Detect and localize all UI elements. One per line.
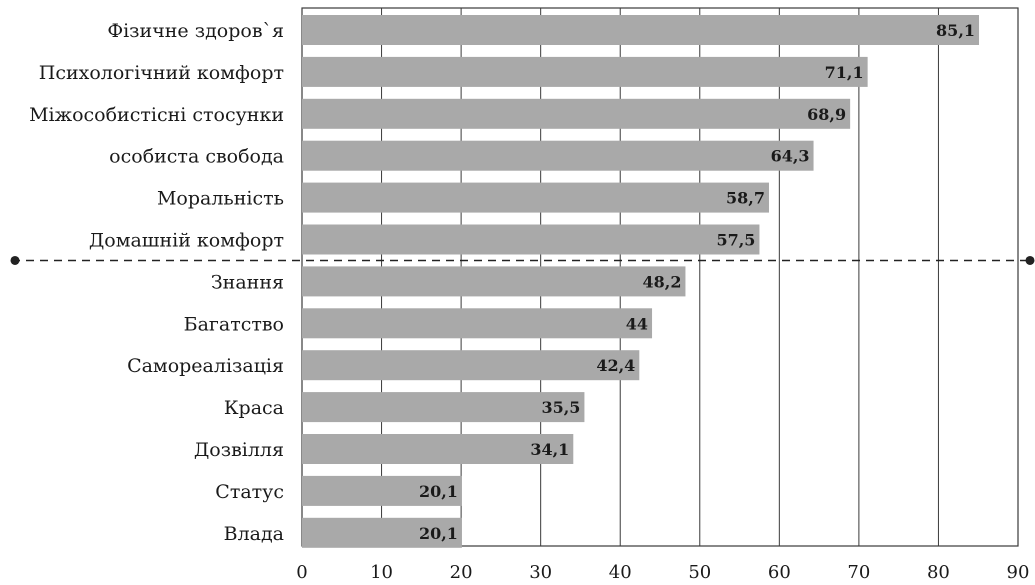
category-label: Багатство — [184, 313, 284, 335]
x-tick-label: 60 — [768, 562, 791, 583]
value-label: 44 — [626, 314, 648, 333]
divider-left-dot — [10, 255, 20, 265]
bar — [302, 475, 462, 506]
x-tick-label: 30 — [529, 562, 552, 583]
value-label: 71,1 — [825, 63, 864, 82]
bars-layer — [302, 15, 980, 548]
value-label: 57,5 — [716, 231, 755, 250]
bar — [302, 308, 653, 339]
bar — [302, 182, 769, 213]
x-tick-label: 90 — [1007, 562, 1030, 583]
category-label: Фізичне здоров`я — [107, 20, 284, 42]
bar — [302, 517, 462, 548]
value-label: 68,9 — [807, 105, 846, 124]
value-label: 64,3 — [771, 147, 810, 166]
x-axis-ticks: 0 10 20 30 40 50 60 70 80 90 — [296, 562, 1029, 583]
value-label: 20,1 — [419, 482, 458, 501]
category-label: Домашній комфорт — [89, 230, 284, 252]
x-tick-label: 40 — [609, 562, 632, 583]
divider-layer — [10, 255, 1035, 265]
category-label: Влада — [224, 523, 284, 545]
bar — [302, 434, 574, 464]
bar — [302, 392, 585, 423]
category-label: Краса — [224, 397, 284, 419]
x-tick-label: 80 — [927, 562, 950, 583]
value-label: 34,1 — [530, 440, 569, 459]
bar — [302, 56, 868, 87]
category-label: особиста свобода — [109, 146, 284, 168]
value-label: 58,7 — [726, 189, 765, 208]
category-label: Міжособистісні стосунки — [29, 104, 284, 126]
value-label: 85,1 — [936, 21, 975, 40]
x-tick-label: 50 — [688, 562, 711, 583]
category-label: Знання — [211, 271, 284, 293]
bar — [302, 15, 980, 45]
category-label: Моральність — [157, 188, 284, 210]
category-label: Психологічний комфорт — [39, 62, 284, 84]
x-tick-label: 20 — [450, 562, 473, 583]
category-label: Статус — [215, 481, 284, 503]
category-label: Самореалізація — [127, 355, 284, 377]
value-label: 48,2 — [642, 272, 681, 291]
x-tick-label: 10 — [370, 562, 393, 583]
bar — [302, 98, 851, 129]
value-label: 42,4 — [596, 356, 635, 375]
divider-right-dot — [1025, 255, 1035, 265]
value-label: 35,5 — [541, 398, 580, 417]
bar — [302, 266, 686, 297]
x-tick-label: 70 — [847, 562, 870, 583]
category-labels: Фізичне здоров`я Психологічний комфорт Між… — [29, 20, 284, 545]
bar — [302, 140, 814, 171]
value-labels: 85,1 71,1 68,9 64,3 58,7 57,5 48,2 44 42,4 35,5 34… — [419, 21, 975, 543]
value-label: 20,1 — [419, 524, 458, 543]
x-tick-label: 0 — [296, 562, 307, 583]
bar — [302, 350, 640, 381]
category-label: Дозвілля — [194, 439, 284, 461]
bar — [302, 224, 760, 255]
